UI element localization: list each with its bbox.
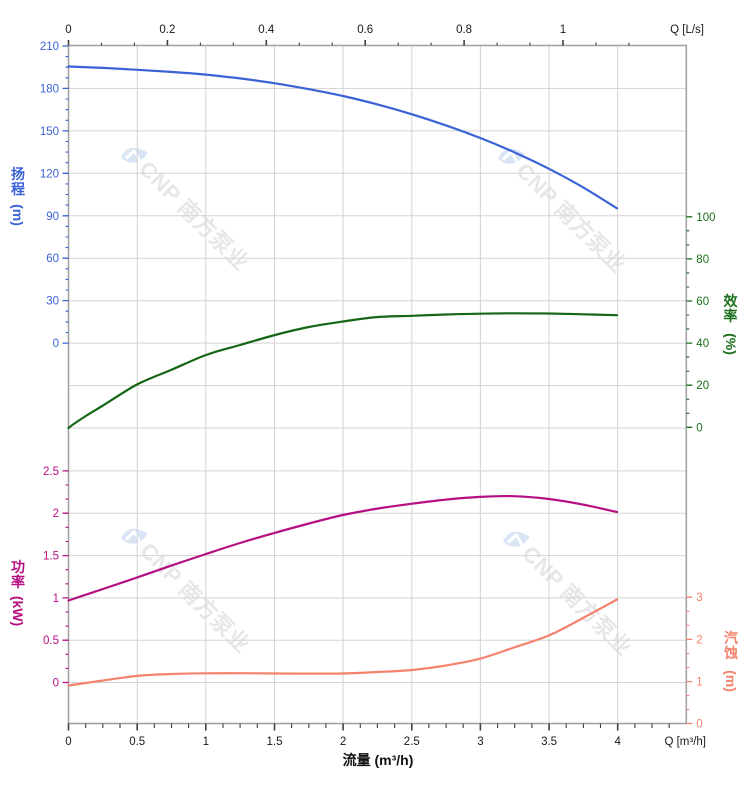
svg-text:3.5: 3.5 xyxy=(541,736,557,748)
svg-text:0.2: 0.2 xyxy=(159,24,175,36)
svg-text:2: 2 xyxy=(53,508,59,520)
svg-text:20: 20 xyxy=(696,380,709,392)
svg-text:1: 1 xyxy=(560,24,566,36)
svg-text:1: 1 xyxy=(203,736,209,748)
svg-text:1.5: 1.5 xyxy=(43,551,59,563)
svg-text:210: 210 xyxy=(40,41,59,53)
svg-text:40: 40 xyxy=(696,338,709,350)
svg-text:Q [L/s]: Q [L/s] xyxy=(670,24,704,36)
svg-text:0.8: 0.8 xyxy=(456,24,472,36)
svg-text:1.5: 1.5 xyxy=(267,736,283,748)
svg-text:2: 2 xyxy=(696,634,702,646)
svg-text:80: 80 xyxy=(696,254,709,266)
svg-text:180: 180 xyxy=(40,83,59,95)
svg-text:100: 100 xyxy=(696,212,715,224)
svg-text:150: 150 xyxy=(40,126,59,138)
svg-text:0.6: 0.6 xyxy=(357,24,373,36)
svg-text:1: 1 xyxy=(696,677,702,689)
svg-text:4: 4 xyxy=(614,736,621,748)
svg-text:0: 0 xyxy=(65,24,71,36)
svg-text:0.5: 0.5 xyxy=(129,736,145,748)
svg-text:120: 120 xyxy=(40,168,59,180)
svg-text:90: 90 xyxy=(46,211,59,223)
svg-text:0: 0 xyxy=(53,678,59,690)
svg-text:Q [m³/h]: Q [m³/h] xyxy=(664,736,706,748)
svg-text:0: 0 xyxy=(65,736,71,748)
svg-text:2.5: 2.5 xyxy=(43,466,59,478)
svg-text:1: 1 xyxy=(53,593,59,605)
svg-text:0: 0 xyxy=(696,422,702,434)
svg-text:60: 60 xyxy=(46,253,59,265)
svg-text:3: 3 xyxy=(696,592,702,604)
svg-text:2: 2 xyxy=(340,736,346,748)
svg-text:0: 0 xyxy=(53,338,59,350)
svg-text:流量 (m³/h): 流量 (m³/h) xyxy=(343,752,414,768)
svg-text:30: 30 xyxy=(46,296,59,308)
svg-text:0.5: 0.5 xyxy=(43,635,59,647)
svg-text:3: 3 xyxy=(477,736,483,748)
svg-text:0.4: 0.4 xyxy=(258,24,275,36)
svg-text:60: 60 xyxy=(696,296,709,308)
svg-text:0: 0 xyxy=(696,719,702,731)
svg-text:2.5: 2.5 xyxy=(404,736,420,748)
